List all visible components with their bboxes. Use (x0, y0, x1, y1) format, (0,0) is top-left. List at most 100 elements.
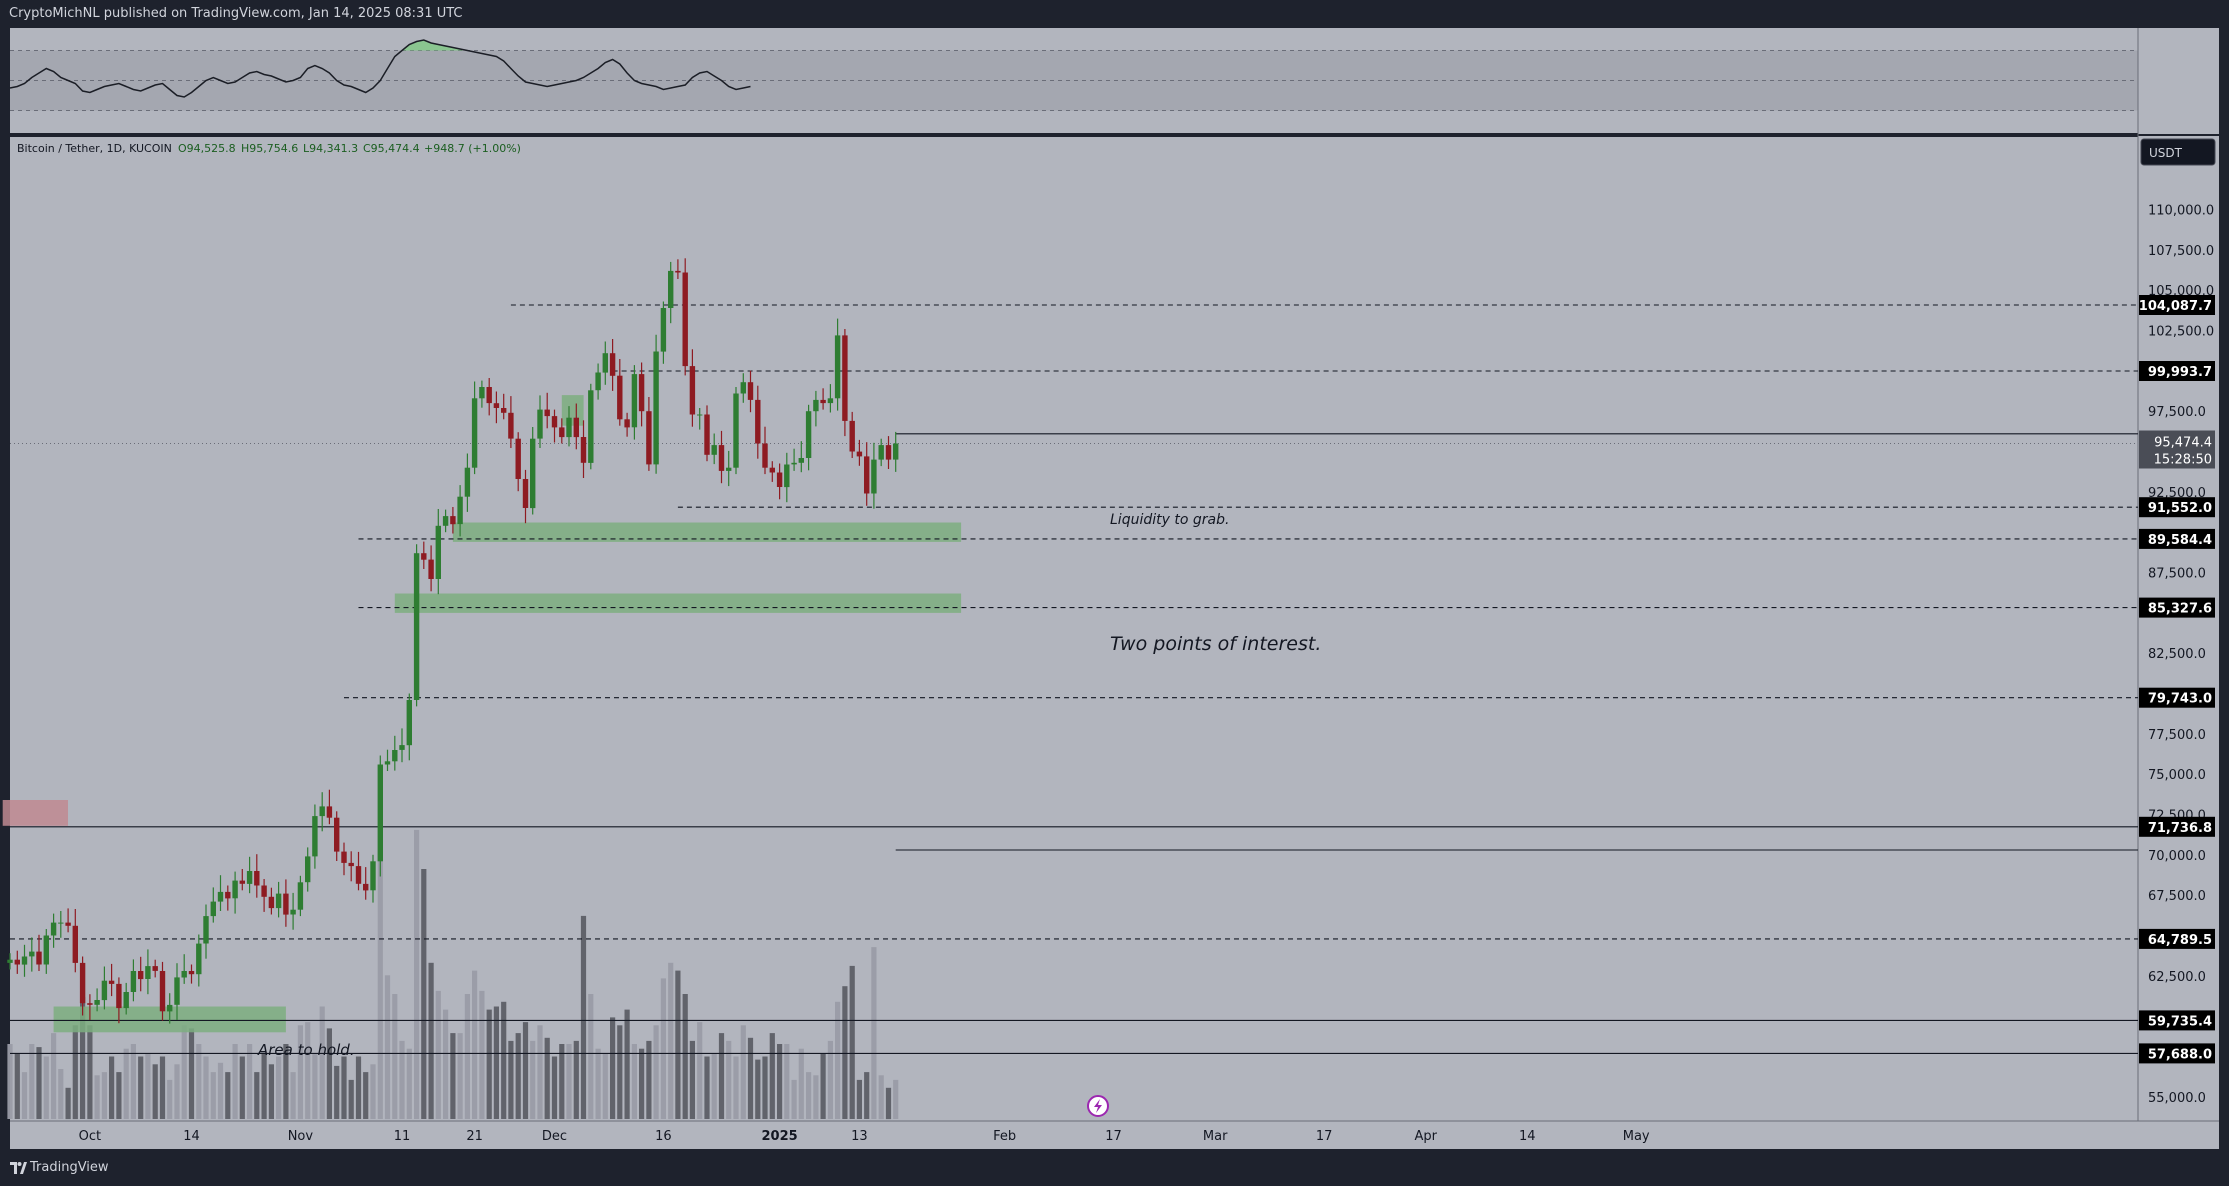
bearish-candle (646, 411, 652, 465)
bullish-candle (196, 943, 202, 975)
price-tick-label: 87,500.0 (2148, 567, 2206, 582)
bearish-candle (689, 366, 696, 415)
legend-change: +948.7 (+1.00%) (424, 142, 521, 155)
volume-bar (566, 1044, 572, 1119)
level-price-badge[interactable] (2139, 1010, 2215, 1031)
level-price-badge[interactable] (2139, 361, 2215, 381)
volume-bar (610, 1017, 616, 1119)
volume-bar (806, 1072, 812, 1119)
volume-bar (414, 829, 420, 1119)
level-price-badge[interactable] (2139, 497, 2215, 518)
bearish-candle (254, 871, 260, 886)
volume-bar (80, 997, 86, 1119)
volume-bar (363, 1072, 369, 1119)
volume-bar (820, 1053, 826, 1119)
bearish-candle (704, 414, 710, 455)
volume-bar (704, 1056, 710, 1119)
price-tick-label: 102,500.0 (2148, 325, 2214, 340)
volume-bar (479, 990, 485, 1119)
bearish-candle (573, 417, 579, 438)
bullish-candle (791, 462, 797, 465)
volume-bar (472, 970, 478, 1119)
bullish-candle (805, 411, 812, 458)
time-tick-label: Feb (993, 1129, 1016, 1144)
bearish-candle (559, 427, 565, 438)
volume-bar (130, 1044, 136, 1119)
volume-bar (7, 1044, 13, 1119)
volume-bar (835, 1001, 841, 1119)
bearish-candle (885, 445, 892, 460)
bullish-candle (798, 458, 804, 463)
bullish-candle (457, 496, 463, 525)
liquidity-annotation: Liquidity to grab. (1110, 512, 1229, 528)
time-tick-label: Mar (1203, 1129, 1228, 1144)
bearish-candle (355, 866, 362, 884)
volume-bar (65, 1087, 71, 1120)
volume-bar (326, 1028, 332, 1119)
bearish-candle (856, 451, 863, 457)
price-axis[interactable]: 110,000.0107,500.0105,000.0102,500.097,5… (2139, 204, 2215, 1106)
level-price-badge[interactable] (2139, 816, 2215, 837)
bearish-candle (188, 971, 195, 975)
bullish-candle (370, 861, 376, 891)
time-tick-label: 17 (1316, 1129, 1333, 1144)
price-tick-label: 97,500.0 (2148, 405, 2206, 420)
bearish-candle (486, 387, 492, 404)
bullish-candle (668, 270, 674, 308)
volume-bar (551, 1056, 558, 1119)
bullish-candle (471, 398, 478, 468)
bearish-candle (14, 959, 20, 965)
bullish-candle (174, 977, 180, 1005)
bearish-candle (334, 817, 340, 852)
price-tick-label: 67,500.0 (2148, 889, 2206, 904)
volume-bar (493, 1006, 499, 1119)
price-tick-label: 110,000.0 (2148, 204, 2214, 219)
volume-bar (588, 994, 594, 1119)
volume-bar (762, 1056, 768, 1119)
level-price-badge[interactable] (2139, 528, 2215, 549)
bullish-candle (827, 398, 834, 404)
lightning-icon (1094, 1099, 1102, 1113)
bullish-candle (181, 971, 187, 978)
time-tick-label: May (1623, 1129, 1650, 1144)
currency-badge[interactable] (2140, 138, 2216, 166)
bearish-candle (261, 885, 267, 897)
level-price-badge[interactable] (2139, 597, 2215, 618)
resistance-zone (2, 800, 69, 826)
bearish-candle (864, 456, 870, 494)
bullish-candle (653, 351, 659, 465)
bullish-candle (602, 353, 608, 373)
bullish-candle (217, 891, 224, 902)
volume-bar (392, 994, 398, 1119)
volume-bar (384, 975, 391, 1120)
time-tick-label: 11 (394, 1129, 411, 1144)
bullish-candle (631, 374, 638, 428)
volume-bar (530, 1040, 536, 1119)
bearish-candle (762, 443, 768, 468)
price-tick-label: 77,500.0 (2148, 728, 2206, 743)
volume-bar (537, 1025, 543, 1120)
bearish-candle (116, 983, 122, 1009)
time-axis[interactable]: Oct 14 Nov 11 21 Dec 16 2025 13 Feb 17 Mar 17 Apr 14 Ma… (79, 1129, 1650, 1144)
legend-close: C95,474.4 (363, 142, 420, 155)
volume-bar (232, 1044, 238, 1119)
level-price-badge[interactable] (2139, 295, 2215, 315)
volume-bar (718, 1033, 725, 1119)
level-price-badge[interactable] (2139, 687, 2215, 708)
volume-bar (791, 1079, 797, 1119)
volume-bar (305, 1022, 311, 1119)
bearish-candle (638, 374, 645, 412)
bullish-candle (232, 880, 238, 899)
level-price-label: 99,993.7 (2148, 365, 2212, 380)
volume-bar (777, 1044, 783, 1119)
price-tick-label: 92,500.0 (2148, 486, 2206, 501)
price-tick-label: 82,500.0 (2148, 647, 2206, 662)
volume-bar (297, 1025, 303, 1120)
level-price-badge[interactable] (2139, 1043, 2215, 1064)
bearish-candle (108, 980, 115, 984)
bullish-candle (435, 525, 441, 579)
time-tick-label: Oct (79, 1129, 101, 1144)
last-price-badge[interactable] (2139, 430, 2215, 469)
level-price-badge[interactable] (2139, 928, 2215, 949)
